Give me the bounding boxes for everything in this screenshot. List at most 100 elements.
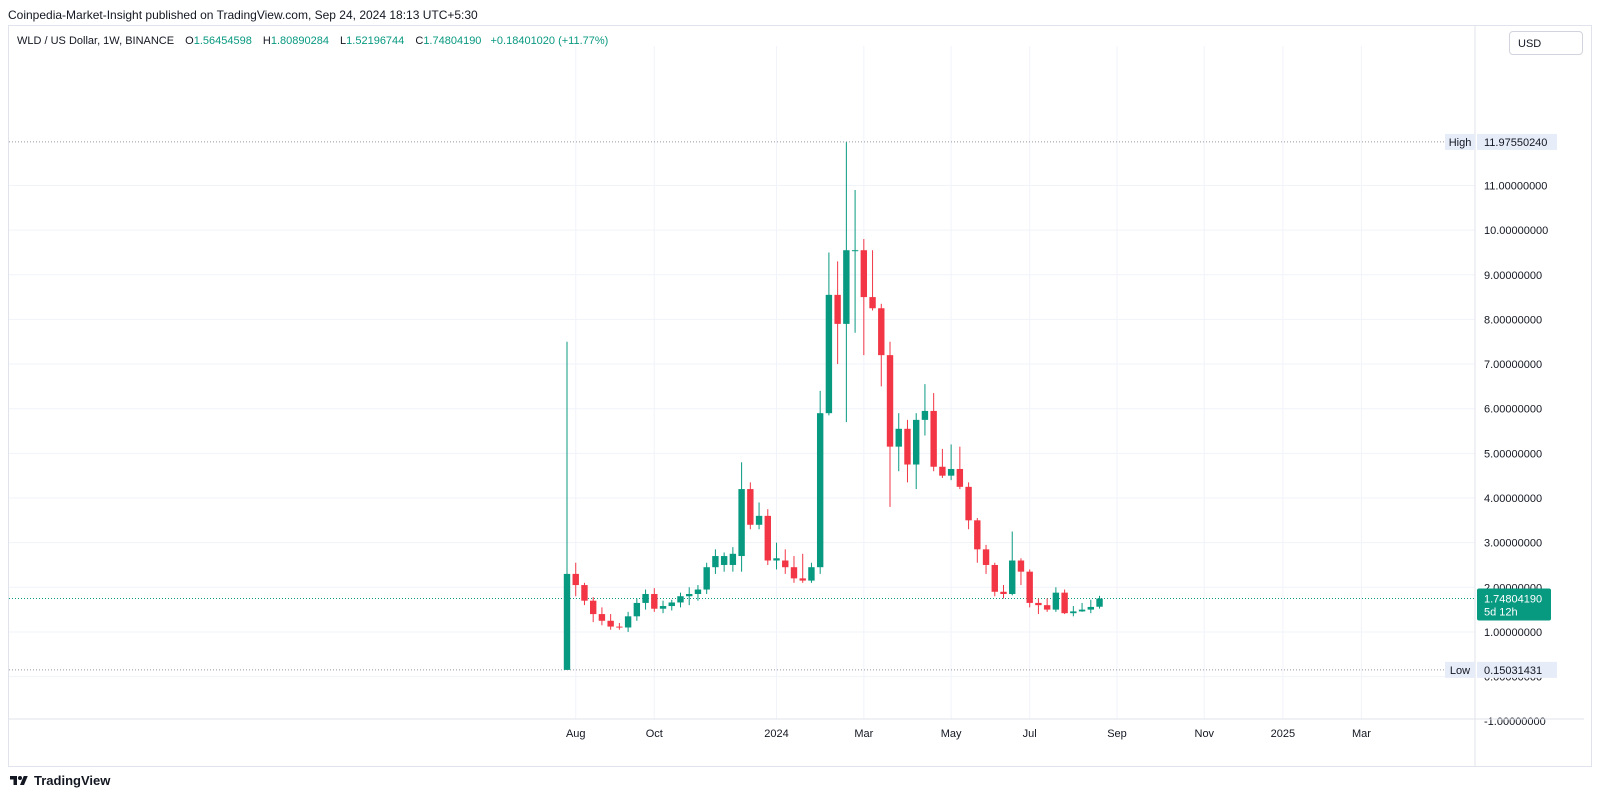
candle-body [991,564,998,592]
currency-button[interactable]: USD [1509,31,1583,55]
candle-body [1035,602,1042,606]
candle-body [947,468,955,476]
candle-body [572,573,579,586]
candle-body [1026,571,1033,603]
candle-body [1017,560,1025,572]
candle-body [589,600,597,615]
candle-body [712,556,719,568]
y-tick-label: 8.00000000 [1484,314,1542,326]
y-tick-label: 5.00000000 [1484,448,1542,460]
y-tick-label: 11.00000000 [1484,180,1547,192]
candle-body [886,355,894,447]
open-label: O [185,35,194,47]
candle-body [956,468,964,487]
candle-body [616,626,623,628]
low-label: L [340,35,347,47]
low-marker-value-bg [1477,661,1557,678]
candle-body [729,553,737,565]
low-marker-value-label: 0.15031431 [1484,665,1542,677]
candle-body [913,419,920,465]
candle-body [860,250,868,298]
candle-body [1052,592,1060,610]
x-tick-label: Sep [1107,728,1127,740]
candle-body [982,549,990,565]
candle-body [790,567,798,579]
candle-body [816,413,824,568]
x-tick-label: Oct [646,728,663,740]
x-tick-label: Mar [854,728,873,740]
candle-body [563,573,571,670]
candle-body [939,466,946,476]
low-marker-tag-bg [1445,661,1475,678]
high-label: H [262,35,271,47]
candle-body [1070,611,1077,614]
candle-body [1096,598,1103,607]
last-price-badge [1477,588,1551,621]
candle-body [633,602,641,617]
candle-body [921,410,929,420]
candle-body [659,606,667,609]
candle-body [607,620,614,627]
y-tick-label: 9.00000000 [1484,270,1542,282]
y-tick-label: 4.00000000 [1484,493,1542,505]
y-tick-label: 3.00000000 [1484,538,1542,550]
candle-body [1061,592,1068,614]
candle-body [851,250,859,252]
candle-body [720,556,728,565]
candle-body [1000,591,1007,594]
candle-body [598,614,606,621]
close-label: C [415,35,424,47]
x-tick-label: Jul [1023,728,1037,740]
last-price-countdown: 5d 12h [1484,607,1518,619]
candle-body [694,589,702,594]
symbol-legend: WLD / US Dollar, 1W, BINANCE O1.56454598… [17,35,608,47]
x-tick-label: Mar [1352,728,1371,740]
tradingview-logo-icon [10,775,28,785]
open-value: 1.56454598 [193,35,252,47]
change-value: +0.18401020 (+11.77%) [490,35,609,47]
high-value: 1.80890284 [270,35,329,47]
candle-body [834,294,841,324]
high-marker-value-bg [1477,133,1557,150]
publisher-line: Coinpedia-Market-Insight published on Tr… [8,8,478,22]
candle-body [825,294,833,414]
candle-body [738,489,745,557]
x-tick-label: Aug [566,728,586,740]
candle-body [930,410,937,467]
candle-body [755,515,763,525]
y-tick-label: -1.00000000 [1484,716,1546,728]
candle-body [782,560,789,568]
candle-body [965,486,972,521]
candle-body [974,520,981,550]
candle-body [686,593,693,597]
candle-body [764,515,771,561]
candle-body [799,578,806,581]
x-tick-label: May [941,728,962,740]
last-price-value: 1.74804190 [1484,594,1542,606]
tradingview-brand[interactable]: TradingView [9,773,110,788]
candle-body [808,567,815,581]
x-tick-label: 2025 [1271,728,1295,740]
x-tick-label: 2024 [764,728,788,740]
candle-body [1009,560,1016,594]
y-tick-label: 10.00000000 [1484,225,1548,237]
candle-body [1043,605,1051,610]
x-tick-label: Nov [1195,728,1215,740]
candle-body [581,585,588,601]
candle-body [668,602,675,607]
candle-body [651,593,658,609]
candle-body [677,596,684,603]
candle-body [642,593,649,603]
high-marker-value-label: 11.97550240 [1484,137,1547,149]
low-value: 1.52196744 [346,35,405,47]
symbol-name[interactable]: WLD / US Dollar, 1W, BINANCE [17,35,175,47]
candle-body [747,489,754,525]
candle-body [895,428,902,447]
candle-body [904,428,911,465]
low-marker-tag-label: Low [1450,665,1470,677]
candle-body [773,558,780,561]
y-tick-label: 6.00000000 [1484,404,1542,416]
close-value: 1.74804190 [423,35,482,47]
candle-body [624,616,632,628]
